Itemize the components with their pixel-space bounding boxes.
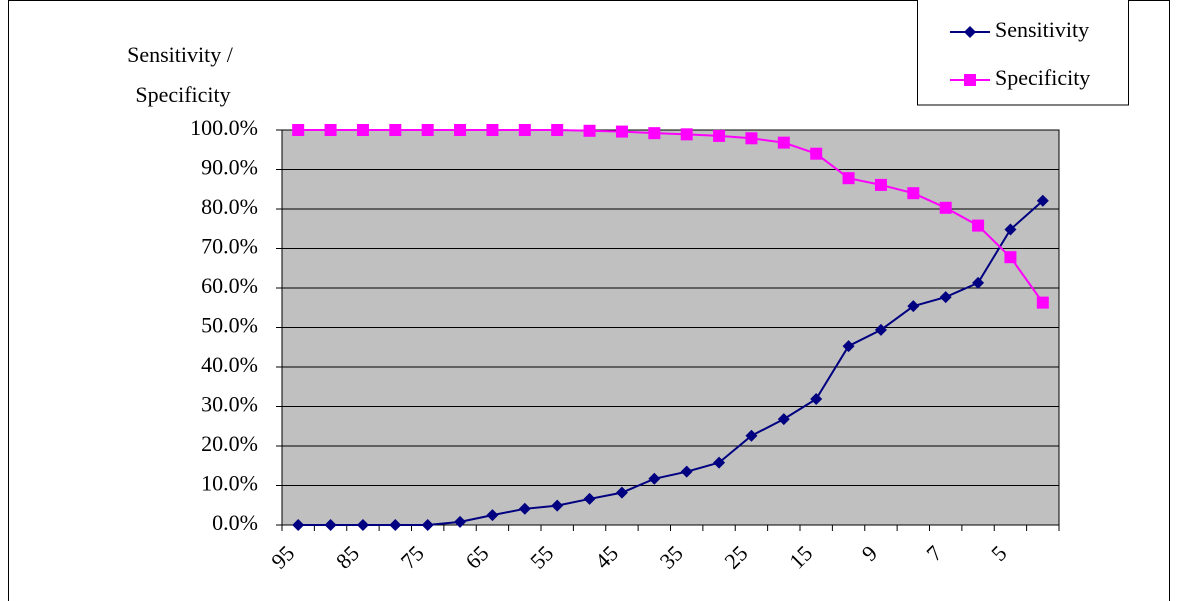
marker (421, 519, 434, 531)
marker (1004, 223, 1017, 236)
marker (907, 187, 920, 200)
y-tick-label: 80.0% (201, 194, 258, 219)
marker (292, 124, 305, 136)
y-tick-label: 20.0% (201, 431, 258, 456)
legend-label: Specificity (995, 65, 1090, 90)
marker (486, 124, 499, 136)
y-tick-label: 30.0% (201, 392, 258, 417)
y-tick-label: 90.0% (201, 155, 258, 180)
marker (615, 125, 628, 138)
marker (518, 124, 531, 136)
marker (810, 147, 823, 160)
marker (389, 124, 402, 136)
marker (454, 515, 467, 528)
marker (939, 201, 952, 214)
y-tick-label: 10.0% (201, 471, 258, 496)
marker (486, 509, 499, 522)
marker (907, 300, 920, 313)
marker (1004, 251, 1017, 264)
series (292, 194, 1049, 531)
marker (518, 502, 531, 515)
marker (583, 124, 596, 137)
marker (648, 127, 661, 140)
marker (324, 519, 337, 531)
marker (972, 219, 985, 232)
marker (964, 74, 976, 86)
y-tick-label: 40.0% (201, 352, 258, 377)
y-tick-label: 50.0% (201, 313, 258, 338)
marker (583, 492, 596, 505)
marker (421, 124, 434, 136)
legend-box (917, 0, 1129, 106)
marker (454, 124, 467, 136)
marker (810, 392, 823, 405)
y-axis-title: Sensitivity / (127, 42, 234, 67)
marker (551, 499, 564, 512)
marker (874, 178, 887, 191)
marker (713, 129, 726, 142)
marker (964, 26, 976, 38)
marker (1036, 194, 1049, 207)
y-tick-label: 100.0% (190, 115, 258, 140)
series (292, 124, 1049, 309)
y-tick-label: 0.0% (212, 510, 258, 535)
y-axis-title: Specificity (135, 82, 230, 107)
marker (356, 124, 369, 136)
marker (680, 128, 693, 141)
y-tick-label: 60.0% (201, 273, 258, 298)
marker (389, 519, 402, 531)
legend-label: Sensitivity (995, 17, 1089, 42)
marker (615, 486, 628, 499)
marker (551, 124, 564, 136)
marker (1036, 296, 1049, 309)
marker (842, 172, 855, 185)
marker (777, 136, 790, 149)
marker (745, 132, 758, 145)
marker (713, 456, 726, 469)
y-tick-label: 70.0% (201, 234, 258, 259)
marker (939, 291, 952, 304)
marker (745, 429, 758, 442)
marker (292, 519, 305, 531)
marker (874, 323, 887, 336)
marker (356, 519, 369, 531)
marker (648, 472, 661, 485)
marker (842, 340, 855, 353)
marker (972, 276, 985, 289)
marker (680, 465, 693, 478)
marker (324, 124, 337, 136)
marker (777, 413, 790, 426)
